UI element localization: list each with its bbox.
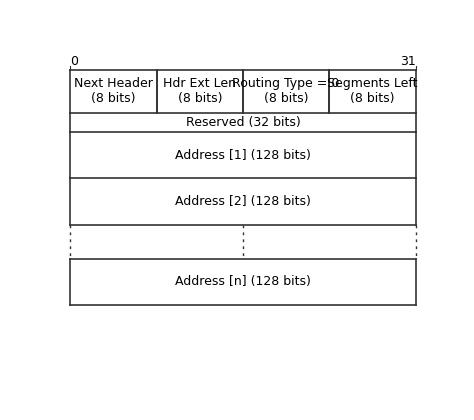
Text: Address [1] (128 bits): Address [1] (128 bits) bbox=[175, 149, 311, 162]
Text: 31: 31 bbox=[400, 55, 416, 68]
Text: Reserved (32 bits): Reserved (32 bits) bbox=[185, 116, 301, 129]
Text: Address [2] (128 bits): Address [2] (128 bits) bbox=[175, 195, 311, 208]
Text: Routing Type = 0
(8 bits): Routing Type = 0 (8 bits) bbox=[232, 77, 340, 105]
Text: Address [n] (128 bits): Address [n] (128 bits) bbox=[175, 275, 311, 288]
Text: Next Header
(8 bits): Next Header (8 bits) bbox=[74, 77, 153, 105]
Text: Segments Left
(8 bits): Segments Left (8 bits) bbox=[327, 77, 418, 105]
Text: 0: 0 bbox=[70, 55, 78, 68]
Text: Hdr Ext Len
(8 bits): Hdr Ext Len (8 bits) bbox=[163, 77, 236, 105]
